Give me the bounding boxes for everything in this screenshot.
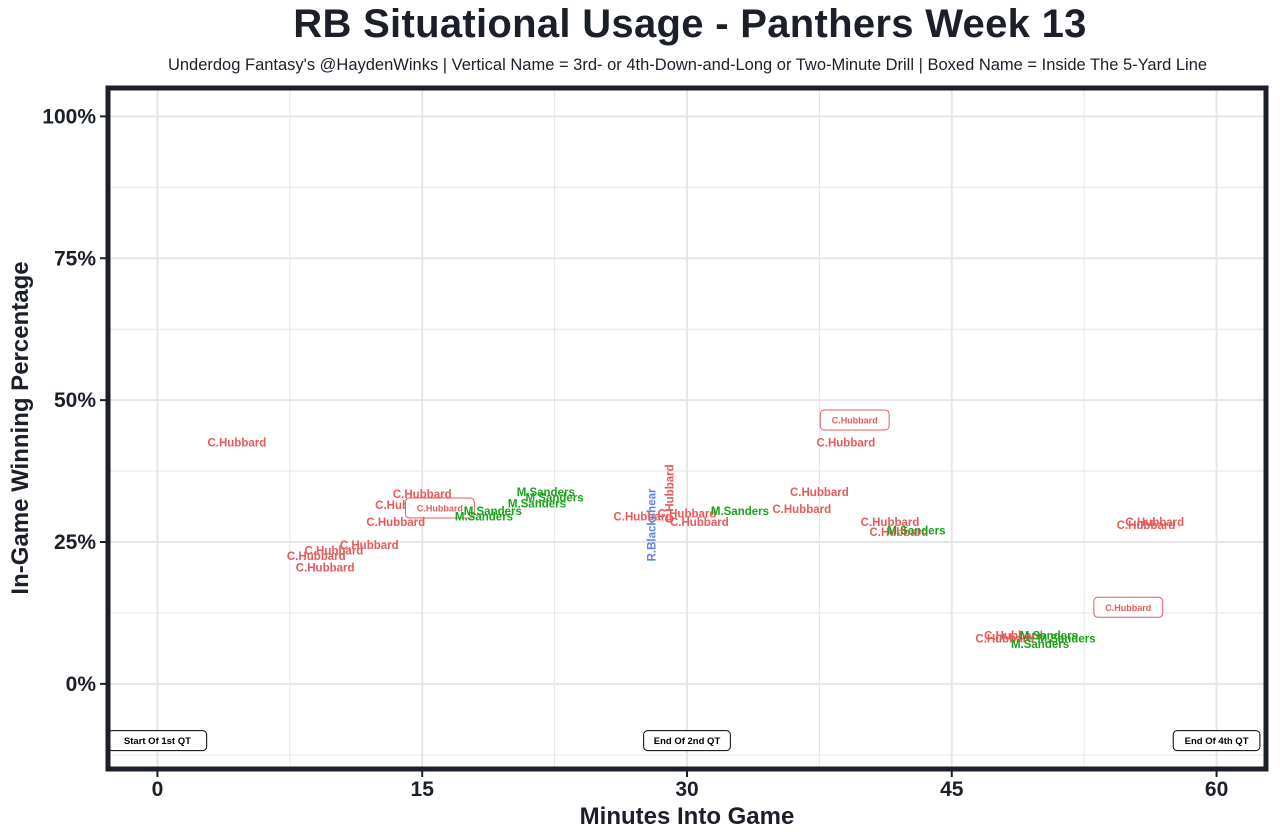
x-tick-label: 45 bbox=[940, 778, 964, 801]
x-axis-ticks: 0 15 30 45 60 bbox=[152, 771, 1228, 801]
quarter-marker: Start Of 1st QT bbox=[107, 730, 208, 752]
boxed-point-frame bbox=[404, 497, 475, 519]
y-tick-label: 75% bbox=[54, 247, 96, 270]
y-axis-label: In-Game Winning Percentage bbox=[7, 261, 34, 594]
point-label: C.Hubbard bbox=[816, 438, 875, 450]
point-label: M.Sanders bbox=[1037, 633, 1095, 645]
point-label: M.Sanders bbox=[1011, 639, 1069, 651]
point-label: M.Sanders bbox=[517, 487, 575, 499]
point-label: C.Hubbard bbox=[296, 563, 355, 575]
y-axis-ticks: 0% 25% 50% 75% 100% bbox=[42, 105, 106, 696]
point-label: C.Hubbard bbox=[1125, 517, 1184, 529]
quarter-marker-box bbox=[643, 730, 731, 752]
quarter-markers: Start Of 1st QT End Of 2nd QT End Of 4th Q… bbox=[107, 730, 1261, 752]
y-tick-label: 0% bbox=[66, 673, 97, 696]
data-labels: C.HubbardC.HubbardC.HubbardC.HubbardC.Hu… bbox=[207, 409, 1184, 651]
point-label: C.Hubbard bbox=[790, 487, 849, 499]
point-label: C.Hubbard bbox=[287, 551, 346, 563]
boxed-point-frame bbox=[1093, 596, 1164, 618]
point-label: C.Hubbard bbox=[366, 517, 425, 529]
point-label: M.Sanders bbox=[1020, 631, 1078, 643]
x-axis-label: Minutes Into Game bbox=[580, 803, 795, 830]
quarter-marker-label: End Of 4th QT bbox=[1185, 736, 1249, 747]
point-label: C.Hubbard bbox=[984, 631, 1043, 643]
chart-title: RB Situational Usage - Panthers Week 13 bbox=[293, 2, 1087, 46]
point-label: C.Hubbard bbox=[305, 546, 364, 558]
x-tick-label: 30 bbox=[675, 778, 698, 801]
boxed-point-text: C.Hubbard bbox=[832, 415, 878, 425]
y-tick-label: 50% bbox=[54, 389, 96, 412]
point-label: C.Hubbard bbox=[207, 438, 266, 450]
vertical-point-label: R.Blackshear bbox=[647, 488, 659, 561]
quarter-marker-label: End Of 2nd QT bbox=[654, 736, 721, 747]
point-label: M.Sanders bbox=[455, 511, 513, 523]
point-label: C.Hubbard bbox=[772, 504, 831, 516]
boxed-point-text: C.Hubbard bbox=[1105, 603, 1151, 613]
plot-frame bbox=[105, 85, 1269, 772]
quarter-marker-box bbox=[1172, 730, 1261, 752]
y-tick-label: 100% bbox=[42, 105, 96, 128]
x-tick-label: 15 bbox=[411, 778, 435, 801]
quarter-marker-label: Start Of 1st QT bbox=[124, 736, 191, 747]
boxed-point-label: C.Hubbard bbox=[404, 497, 475, 519]
boxed-point-frame bbox=[819, 409, 890, 431]
point-label: C.Hubbard bbox=[613, 511, 672, 523]
point-label: M.Sanders bbox=[887, 526, 945, 538]
chart-subtitle: Underdog Fantasy's @HaydenWinks | Vertic… bbox=[167, 56, 1208, 74]
point-label: M.Sanders bbox=[711, 506, 769, 518]
point-label: C.Hubbard bbox=[1117, 520, 1176, 532]
point-label: C.Hubbard bbox=[658, 509, 717, 521]
x-tick-label: 60 bbox=[1205, 778, 1228, 801]
grid-lines bbox=[108, 88, 1266, 769]
boxed-point-label: C.Hubbard bbox=[1093, 596, 1164, 618]
quarter-marker: End Of 2nd QT bbox=[643, 730, 731, 752]
point-label: M.Sanders bbox=[508, 498, 566, 510]
quarter-marker: End Of 4th QT bbox=[1172, 730, 1261, 752]
point-label: C.Hubbard bbox=[340, 540, 399, 552]
point-label: M.Sanders bbox=[464, 506, 522, 518]
boxed-point-text: C.Hubbard bbox=[417, 503, 463, 513]
vertical-point-label: C.Hubbard bbox=[664, 464, 676, 523]
y-tick-label: 25% bbox=[54, 531, 96, 554]
point-label: C.Hubbard bbox=[670, 517, 729, 529]
point-label: C.Hubbard bbox=[975, 633, 1034, 645]
boxed-point-label: C.Hubbard bbox=[819, 409, 890, 431]
point-label: M.Sanders bbox=[526, 493, 584, 505]
point-label: C.Hubbard bbox=[869, 527, 928, 539]
point-label: C.Hubbard bbox=[861, 517, 920, 529]
x-tick-label: 0 bbox=[152, 778, 164, 801]
